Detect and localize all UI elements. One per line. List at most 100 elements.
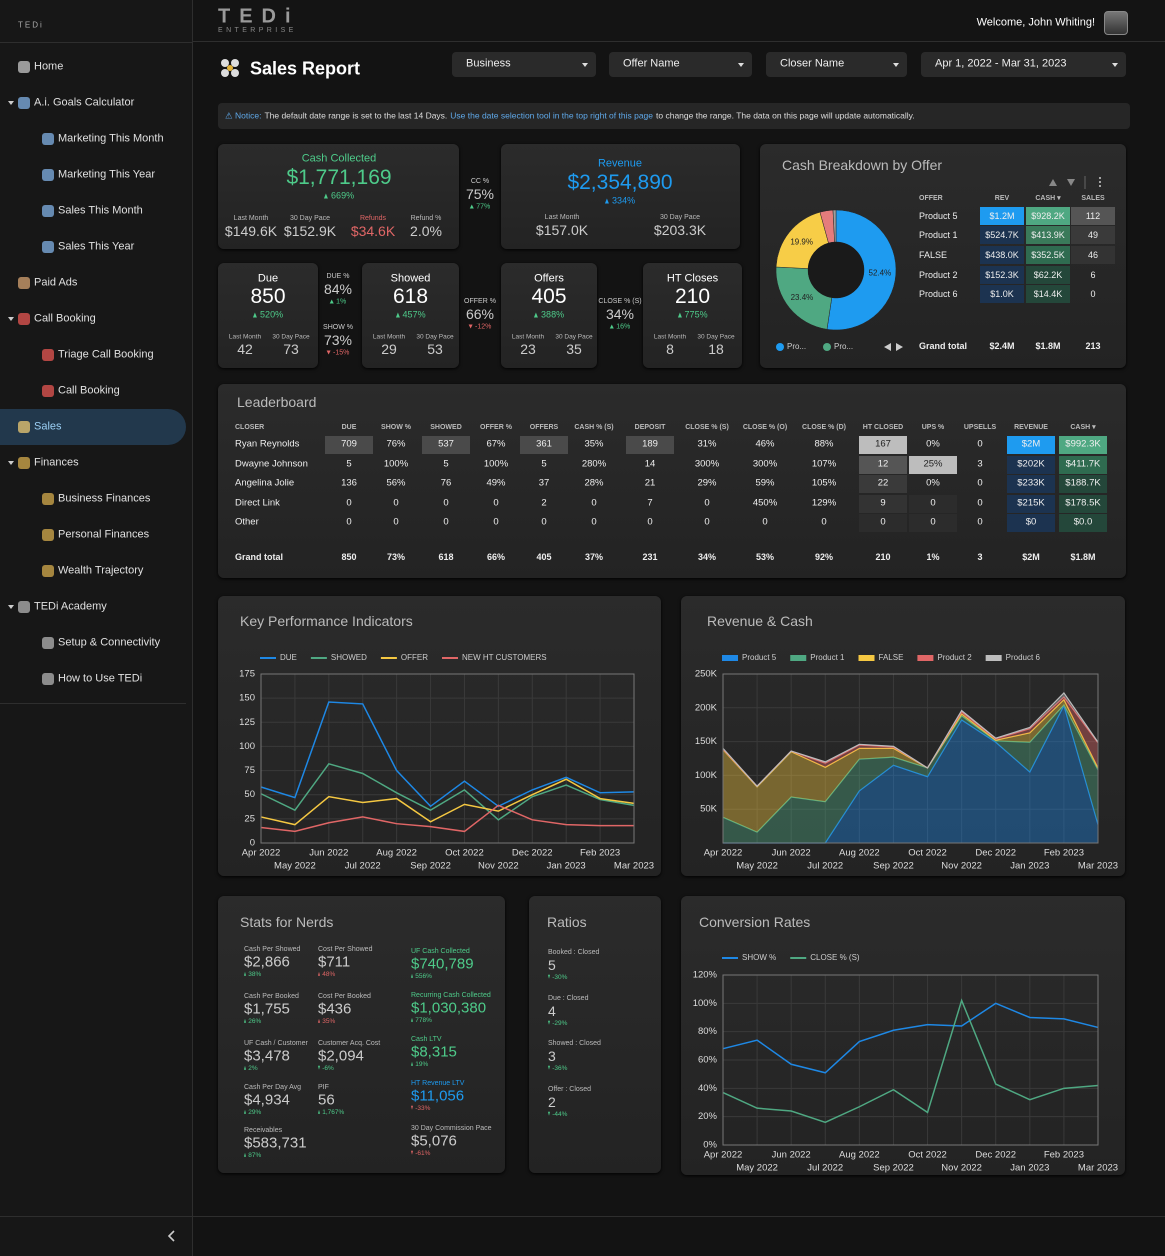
- filter-dropdown[interactable]: [452, 52, 596, 77]
- nav-item[interactable]: Marketing This Year: [58, 168, 156, 181]
- table-cell: 88%: [814, 438, 834, 450]
- change-value: 334%: [612, 195, 636, 206]
- nav-icon: [18, 313, 30, 325]
- heat-cell: [626, 436, 674, 454]
- chart-title: Key Performance Indicators: [240, 612, 413, 629]
- nav-item[interactable]: Wealth Trajectory: [58, 564, 144, 577]
- table-cell: 28%: [584, 477, 604, 489]
- nav-item[interactable]: Finances: [34, 456, 79, 469]
- table-cell: $2M: [1021, 438, 1041, 450]
- nav-item[interactable]: A.i. Goals Calculator: [34, 96, 135, 109]
- heat-cell: [325, 436, 373, 454]
- card: [218, 896, 505, 1173]
- card: [218, 384, 1126, 578]
- table-cell: 0: [977, 477, 983, 489]
- table-cell: 300%: [752, 458, 778, 470]
- heat-cell: [980, 207, 1024, 225]
- nav-item[interactable]: How to Use TEDi: [58, 672, 143, 685]
- stat-value: 73: [283, 340, 299, 357]
- filter-dropdown[interactable]: [609, 52, 752, 77]
- rate-value: 75%: [465, 185, 495, 202]
- table-cell: 0: [930, 516, 936, 528]
- stat-label: Receivables: [244, 1126, 283, 1134]
- table-cell: 37: [538, 477, 550, 489]
- table-cell: Angelina Jolie: [235, 477, 295, 489]
- card-title: Cash Collected: [301, 152, 377, 165]
- card-value: $2,354,890: [567, 170, 673, 194]
- filter-dropdown[interactable]: [921, 52, 1126, 77]
- table-cell: 0: [930, 497, 936, 509]
- heat-cell: [1007, 436, 1055, 454]
- nav-item[interactable]: TEDi Academy: [34, 600, 107, 613]
- column-header: SHOWED: [430, 423, 462, 431]
- change-indicator: 556%: [411, 973, 432, 981]
- filter-dropdown[interactable]: [766, 52, 907, 77]
- collapse-icon[interactable]: [166, 1230, 178, 1242]
- change-indicator: -15%: [326, 349, 350, 357]
- column-header: OFFER: [919, 194, 943, 202]
- column-header: UPS %: [921, 423, 945, 431]
- stat-label: Last Month: [233, 214, 269, 222]
- change-indicator: -36%: [548, 1065, 567, 1073]
- change-value: 26%: [248, 1017, 262, 1025]
- arrow-up-icon: [318, 1019, 320, 1024]
- change-indicator: -44%: [548, 1111, 567, 1119]
- nav-item[interactable]: Home: [34, 60, 64, 73]
- table-cell: 0: [393, 497, 399, 509]
- chart-title: Revenue & Cash: [707, 612, 813, 629]
- total-cell: 405: [536, 551, 552, 562]
- stat-label: 30 Day Pace: [697, 333, 735, 341]
- stat-value: 35: [566, 340, 582, 357]
- heat-cell: [859, 436, 907, 454]
- chart-title: Conversion Rates: [699, 913, 811, 930]
- column-header: CLOSER: [235, 423, 265, 431]
- arrow-down-icon: [548, 1112, 550, 1117]
- nav-item[interactable]: Sales This Month: [58, 204, 143, 217]
- card-value: $1,771,169: [286, 165, 392, 189]
- nav-item[interactable]: Paid Ads: [34, 276, 78, 289]
- table-cell: 49%: [486, 477, 506, 489]
- stat-value: $4,934: [244, 1091, 290, 1109]
- total-cell: $2M: [1022, 551, 1040, 562]
- nav-item[interactable]: Sales: [34, 420, 62, 433]
- table-cell: $928.2K: [1031, 210, 1065, 221]
- avatar: [1104, 11, 1128, 35]
- stat-label: Cash Per Booked: [244, 992, 299, 1000]
- stat-value: $3,478: [244, 1047, 290, 1065]
- arrow-down-icon: [548, 1066, 550, 1071]
- nav-item[interactable]: Call Booking: [58, 384, 120, 397]
- table-cell: $0: [1025, 516, 1037, 528]
- change-indicator: 16%: [609, 324, 630, 331]
- card-value: 618: [392, 284, 429, 308]
- change-indicator: -33%: [411, 1105, 430, 1113]
- table-cell: $992.3K: [1065, 438, 1101, 450]
- change-value: -15%: [333, 349, 350, 357]
- rate-value: 34%: [605, 305, 635, 322]
- filter-label: Closer Name: [780, 57, 845, 70]
- arrow-up-icon: [411, 974, 413, 979]
- nav-item[interactable]: Call Booking: [34, 312, 96, 325]
- table-cell: $411.7K: [1065, 458, 1101, 470]
- nav-item[interactable]: Triage Call Booking: [58, 348, 154, 361]
- nav-item[interactable]: Personal Finances: [58, 528, 150, 541]
- card-title: Offers: [534, 272, 564, 285]
- nav-item[interactable]: Setup & Connectivity: [58, 636, 161, 649]
- table-cell: 167: [875, 438, 891, 450]
- total-cell: 850: [341, 551, 357, 562]
- total-cell: 66%: [486, 551, 506, 562]
- table-cell: 12: [877, 458, 889, 470]
- notice-link[interactable]: Use the date selection tool in the top r…: [450, 110, 654, 121]
- total-cell: $1.8M: [1070, 551, 1096, 562]
- change-value: 48%: [322, 970, 336, 978]
- stat-value: 2.0%: [410, 222, 442, 239]
- ratio-label: Offer : Closed: [548, 1085, 592, 1093]
- nav-item[interactable]: Marketing This Month: [58, 132, 164, 145]
- column-header: CASH ▾: [1070, 423, 1096, 431]
- heat-cell: [1026, 246, 1070, 264]
- table-cell: 0: [977, 438, 983, 450]
- table-cell: FALSE: [919, 249, 948, 260]
- nav-item[interactable]: Business Finances: [58, 492, 151, 505]
- nav-item[interactable]: Sales This Year: [58, 240, 135, 253]
- card: [681, 596, 1125, 876]
- stat-label: UF Cash / Customer: [244, 1039, 308, 1047]
